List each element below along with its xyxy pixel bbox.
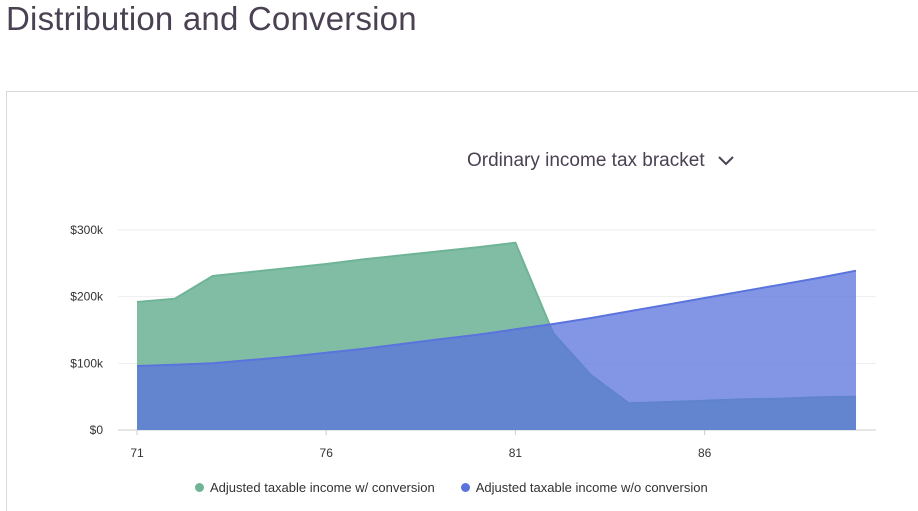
y-tick-label: $0 [90, 423, 104, 437]
x-tick-label: 76 [320, 446, 334, 460]
x-tick-label: 71 [130, 446, 144, 460]
area-chart: $0 $100k $200k $300k 71 76 81 86 [70, 223, 876, 460]
tax-bracket-selector[interactable]: Ordinary income tax bracket [467, 150, 735, 172]
chevron-down-icon [717, 156, 734, 166]
y-tick-label: $300k [70, 223, 104, 237]
area-without-conversion-line [136, 269, 857, 367]
legend-item-with-conversion[interactable]: Adjusted taxable income w/ conversion [195, 480, 435, 495]
area-without-conversion [137, 270, 856, 430]
y-tick-label: $200k [70, 290, 104, 304]
x-tick-label: 81 [509, 446, 523, 460]
chart-legend: Adjusted taxable income w/ conversion Ad… [195, 480, 708, 495]
page-title: Distribution and Conversion [6, 0, 417, 37]
tax-bracket-selector-label: Ordinary income tax bracket [467, 150, 705, 171]
legend-label-with-conversion: Adjusted taxable income w/ conversion [210, 480, 435, 495]
legend-item-without-conversion[interactable]: Adjusted taxable income w/o conversion [460, 480, 708, 495]
legend-dot-with-conversion [195, 483, 204, 492]
legend-dot-without-conversion [460, 483, 470, 492]
x-tick-label: 86 [698, 446, 712, 460]
y-tick-label: $100k [70, 356, 104, 370]
legend-label-without-conversion: Adjusted taxable income w/o conversion [475, 480, 708, 495]
